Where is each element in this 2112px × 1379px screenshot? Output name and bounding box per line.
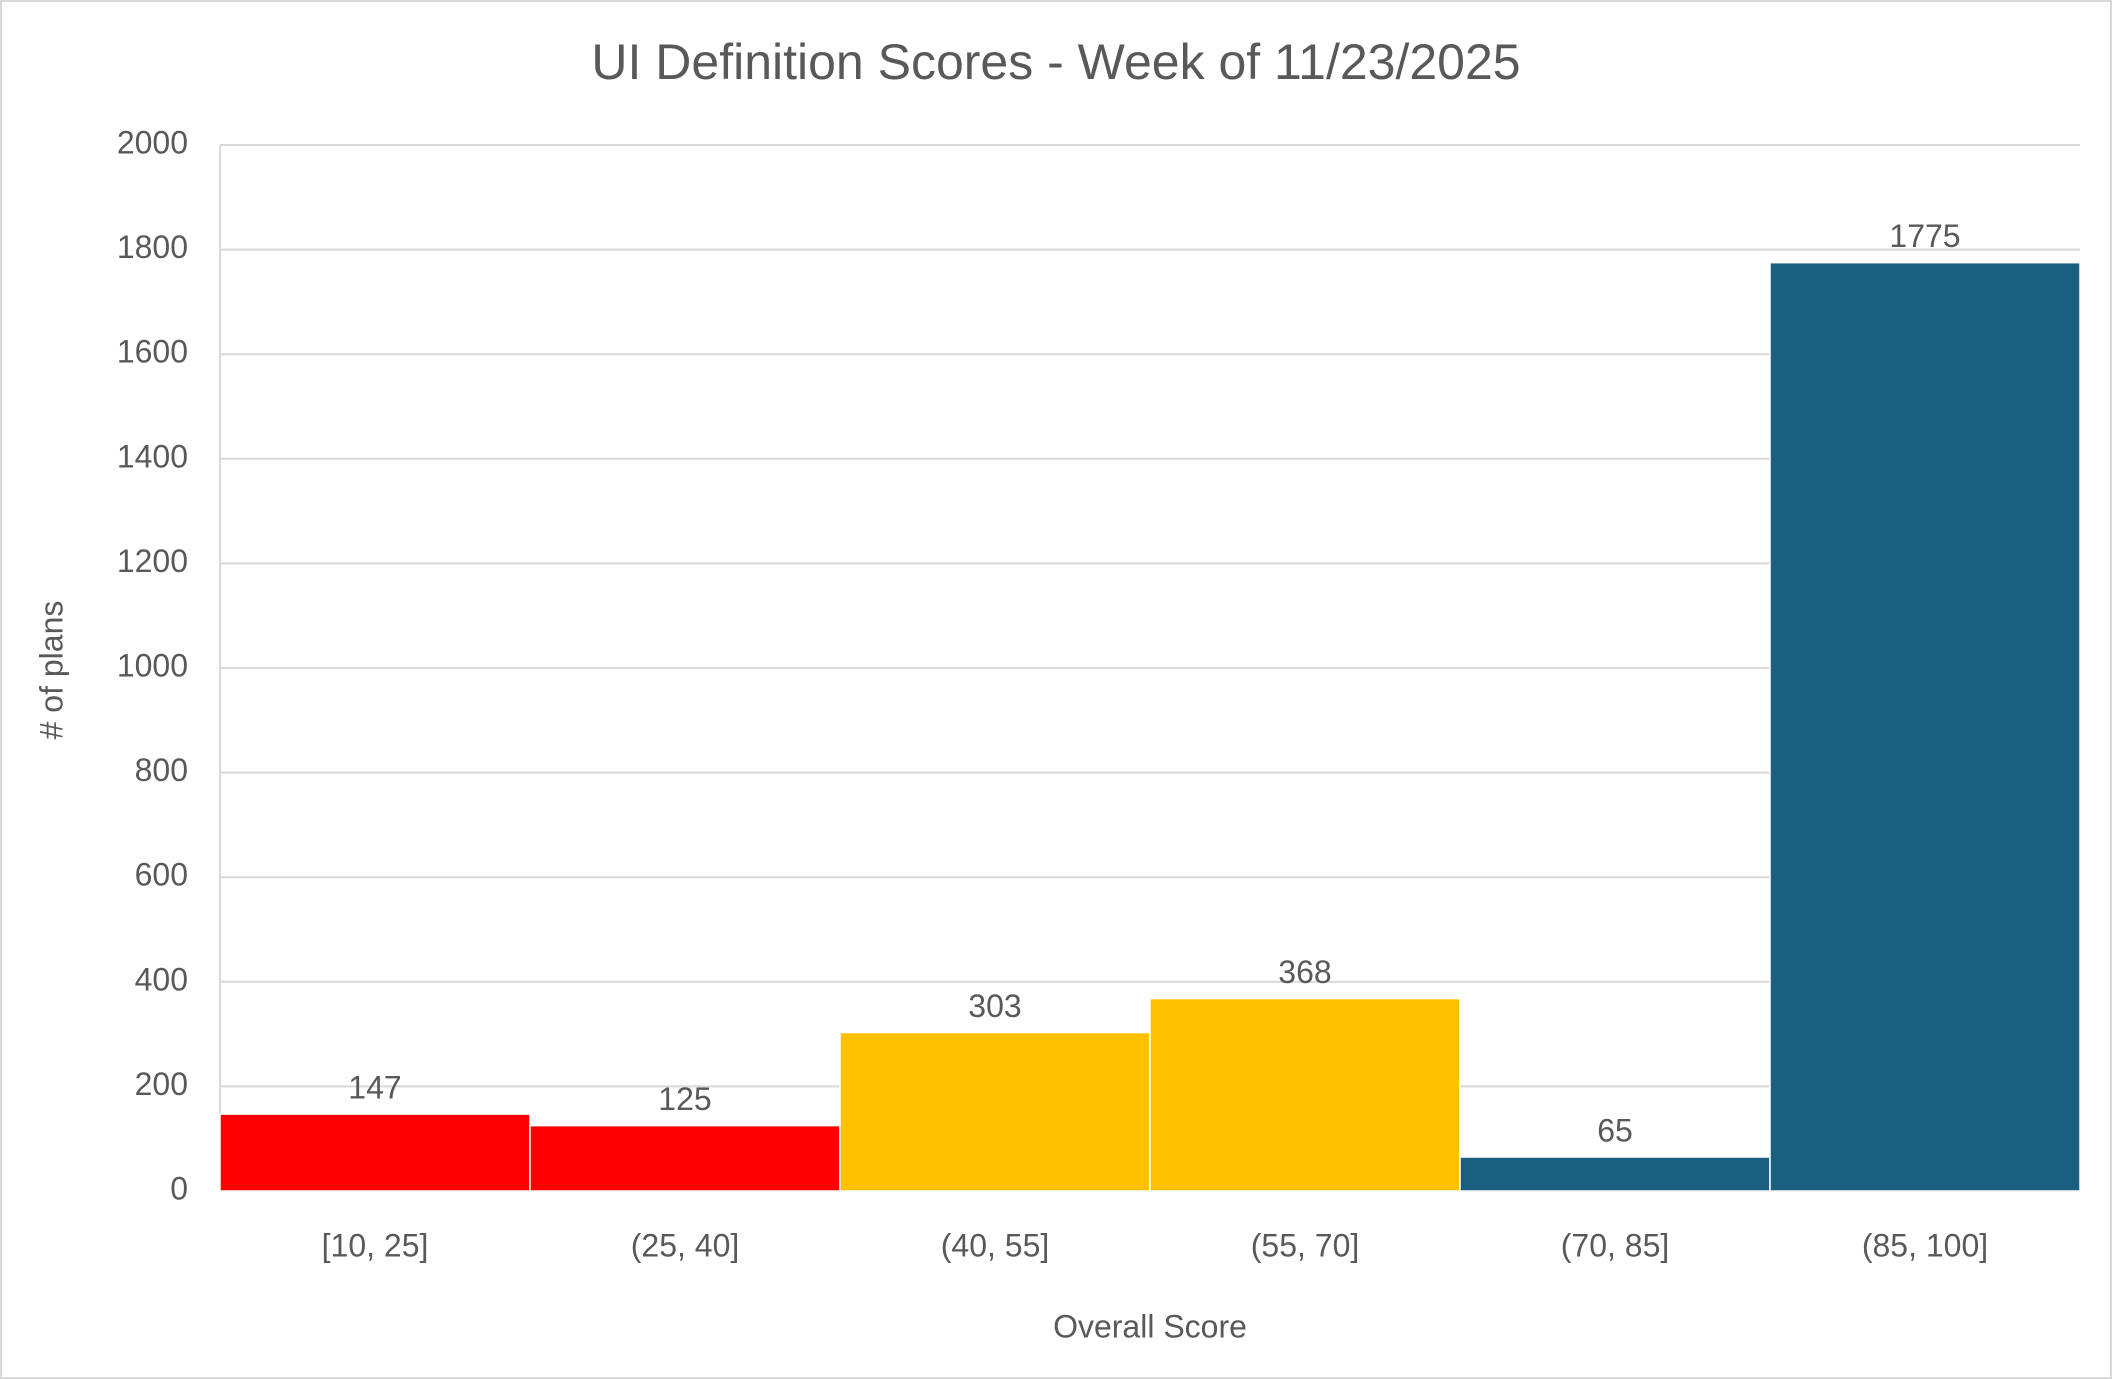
y-tick-label: 600 (135, 857, 188, 893)
bar (529, 1124, 841, 1192)
bar (219, 1113, 531, 1192)
data-label: 147 (348, 1070, 401, 1106)
bar (1769, 261, 2081, 1192)
data-label: 368 (1278, 954, 1331, 990)
data-label: 125 (658, 1081, 711, 1117)
x-tick-label: (25, 40] (631, 1227, 740, 1263)
y-tick-label: 1600 (117, 334, 188, 370)
data-label: 65 (1597, 1112, 1633, 1148)
y-tick-label: 400 (135, 961, 188, 997)
y-tick-label: 200 (135, 1066, 188, 1102)
bar (839, 1031, 1151, 1192)
y-tick-label: 1400 (117, 438, 188, 474)
x-tick-label: (40, 55] (941, 1227, 1050, 1263)
x-axis-title: Overall Score (1053, 1308, 1247, 1344)
y-tick-label: 1200 (117, 543, 188, 579)
x-tick-label: (55, 70] (1251, 1227, 1360, 1263)
y-tick-label: 1000 (117, 647, 188, 683)
data-label: 303 (968, 988, 1021, 1024)
y-tick-label: 0 (170, 1170, 188, 1206)
x-tick-label: (85, 100] (1862, 1227, 1988, 1263)
y-tick-label: 800 (135, 752, 188, 788)
x-tick-label: (70, 85] (1561, 1227, 1670, 1263)
data-label: 1775 (1889, 218, 1960, 254)
chart-title: UI Definition Scores - Week of 11/23/202… (591, 34, 1520, 90)
y-tick-label: 1800 (117, 229, 188, 265)
y-tick-label: 2000 (117, 124, 188, 160)
x-tick-label: [10, 25] (322, 1227, 429, 1263)
bar (1149, 997, 1461, 1192)
bar (1459, 1156, 1771, 1192)
y-axis-title: # of plans (33, 601, 69, 740)
